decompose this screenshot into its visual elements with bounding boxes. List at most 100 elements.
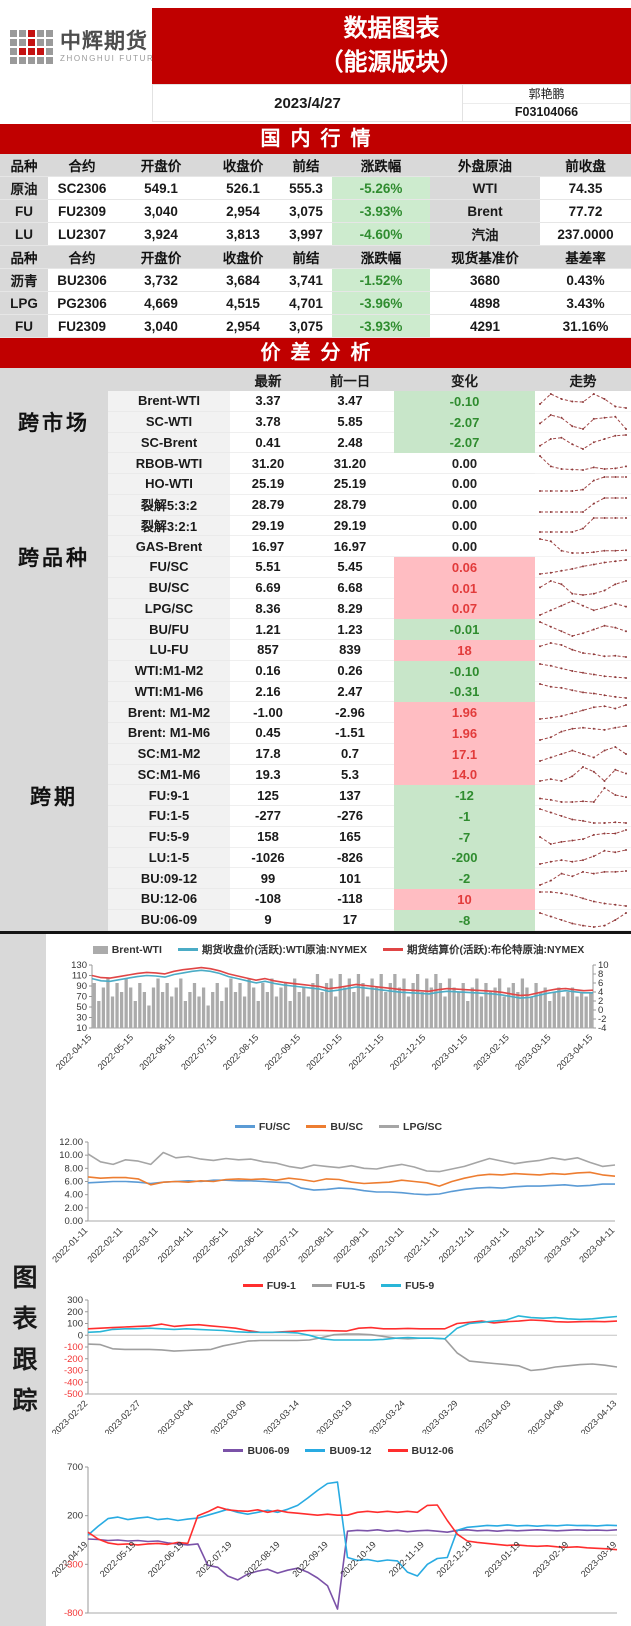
spread-latest-cell: 0.45 xyxy=(230,723,306,744)
domestic-header-cell: 品种 xyxy=(0,246,48,269)
spread-sparkline xyxy=(535,640,631,661)
spread-latest-cell: 6.69 xyxy=(230,578,306,599)
svg-text:2023-02-22: 2023-02-22 xyxy=(50,1398,90,1434)
legend-line-swatch-icon xyxy=(234,1125,255,1128)
report-date: 2023/4/27 xyxy=(153,85,463,121)
svg-text:-800: -800 xyxy=(64,1608,83,1619)
spread-latest-cell: 158 xyxy=(230,827,306,848)
spread-prev-cell: 28.79 xyxy=(306,495,394,516)
svg-text:2023-03-04: 2023-03-04 xyxy=(156,1398,196,1434)
spread-sparkline xyxy=(535,723,631,744)
domestic-cell: SC2306 xyxy=(48,177,116,200)
svg-text:-500: -500 xyxy=(64,1389,83,1400)
domestic-cell: 4898 xyxy=(430,292,540,315)
domestic-header-cell: 涨跌幅 xyxy=(332,154,430,177)
svg-text:2022-07-15: 2022-07-15 xyxy=(179,1032,219,1072)
domestic-header-cell: 前结 xyxy=(280,154,332,177)
domestic-header-cell: 前收盘 xyxy=(540,154,631,177)
svg-text:2.00: 2.00 xyxy=(65,1202,84,1213)
spread-change-cell: 10 xyxy=(394,889,535,910)
domestic-cell: WTI xyxy=(430,177,540,200)
legend-item: FU/SC xyxy=(234,1120,291,1133)
svg-text:0.00: 0.00 xyxy=(65,1216,84,1227)
spread-prev-cell: 839 xyxy=(306,640,394,661)
spread-name-cell: SC-WTI xyxy=(108,411,230,433)
sparkline-chart xyxy=(539,496,627,513)
charts-sidebar: 图表跟踪 xyxy=(0,933,46,1626)
svg-text:-4: -4 xyxy=(598,1023,606,1034)
company-logo: 中辉期货 ZHONGHUI FUTURES xyxy=(10,30,168,64)
spread-latest-cell: 17.8 xyxy=(230,744,306,765)
sparkline-chart xyxy=(539,890,627,907)
svg-text:2022-06-11: 2022-06-11 xyxy=(226,1225,265,1264)
spread-sparkline xyxy=(535,889,631,910)
svg-text:2023-02-27: 2023-02-27 xyxy=(103,1398,143,1434)
spread-name-cell: Brent: M1-M2 xyxy=(108,702,230,723)
spread-change-cell: -2 xyxy=(394,868,535,889)
spread-prev-cell: 8.29 xyxy=(306,599,394,620)
domestic-header-cell: 外盘原油 xyxy=(430,154,540,177)
spread-name-cell: WTI:M1-M2 xyxy=(108,660,230,682)
spread-sparkline xyxy=(535,495,631,516)
sparkline-chart xyxy=(539,455,627,472)
spread-name-cell: LU:1-5 xyxy=(108,847,230,869)
spread-latest-cell: 3.78 xyxy=(230,412,306,433)
charts-section: 图表跟踪 Brent-WTI 期货收盘价(活跃):WTI原油:NYMEX 期货结算价… xyxy=(0,933,631,1626)
chart-block: FU/SC BU/SC LPG/SC 12.00 10.00 8.00 6.00 4.00 2.… xyxy=(46,1117,631,1274)
spread-header-cell: 前一日 xyxy=(306,368,394,391)
spread-sparkline xyxy=(535,536,631,557)
svg-text:2022-09-11: 2022-09-11 xyxy=(331,1225,370,1264)
spread-prev-cell: 165 xyxy=(306,827,394,848)
spread-change-cell: -12 xyxy=(394,785,535,806)
spread-change-cell: -200 xyxy=(394,847,535,869)
spread-change-cell: -0.10 xyxy=(394,391,535,412)
spread-header-cell: 走势 xyxy=(535,368,631,391)
svg-text:100: 100 xyxy=(67,1318,83,1329)
spread-latest-cell: 99 xyxy=(230,868,306,889)
domestic-cell: 3,075 xyxy=(280,315,332,338)
spread-latest-cell: 0.16 xyxy=(230,661,306,682)
spread-sparkline xyxy=(535,474,631,495)
spread-change-cell: 18 xyxy=(394,640,535,661)
domestic-cell: 3,075 xyxy=(280,200,332,223)
domestic-header-cell: 现货基准价 xyxy=(430,246,540,269)
spread-change-cell: 0.00 xyxy=(394,453,535,474)
svg-text:30: 30 xyxy=(76,1012,87,1023)
svg-text:2022-02-11: 2022-02-11 xyxy=(85,1225,124,1264)
legend-line-swatch-icon xyxy=(381,1284,402,1287)
spread-change-cell: 14.0 xyxy=(394,764,535,786)
domestic-header-cell: 收盘价 xyxy=(206,246,280,269)
spread-latest-cell: 0.41 xyxy=(230,433,306,454)
spread-change-cell: -2.07 xyxy=(394,411,535,433)
sparkline-chart xyxy=(539,807,627,824)
spread-sparkline xyxy=(535,661,631,682)
svg-text:2022-04-15: 2022-04-15 xyxy=(54,1032,94,1072)
svg-text:2022-11-11: 2022-11-11 xyxy=(402,1225,441,1264)
sparkline-chart xyxy=(539,870,627,887)
chart-legend: Brent-WTI 期货收盘价(活跃):WTI原油:NYMEX 期货结算价(活跃):… xyxy=(46,940,631,960)
svg-text:2023-03-14: 2023-03-14 xyxy=(261,1398,301,1434)
svg-text:2023-01-15: 2023-01-15 xyxy=(430,1032,470,1072)
spread-prev-cell: -826 xyxy=(306,848,394,869)
domestic-cell: 2,954 xyxy=(206,200,280,223)
spread-latest-cell: -277 xyxy=(230,806,306,827)
analyst-name: 郭艳鹏 xyxy=(462,85,630,104)
legend-line-swatch-icon xyxy=(379,1125,400,1128)
legend-item: FU1-5 xyxy=(311,1280,365,1292)
domestic-cell: 沥青 xyxy=(0,269,48,292)
spread-header-blank xyxy=(108,368,230,391)
spread-prev-cell: 0.26 xyxy=(306,661,394,682)
spread-prev-cell: 5.45 xyxy=(306,557,394,578)
sparkline-chart xyxy=(539,849,627,866)
spread-name-cell: FU:9-1 xyxy=(108,785,230,806)
sparkline-chart xyxy=(539,621,627,638)
legend-label: FU/SC xyxy=(258,1120,291,1133)
svg-text:2022-05-15: 2022-05-15 xyxy=(96,1032,136,1072)
domestic-header-cell: 合约 xyxy=(48,154,116,177)
spread-sparkline xyxy=(535,744,631,765)
domestic-cell: PG2306 xyxy=(48,292,116,315)
spread-change-cell: -0.01 xyxy=(394,619,535,640)
domestic-cell: 汽油 xyxy=(430,223,540,246)
svg-text:700: 700 xyxy=(67,1462,83,1473)
domestic-cell: 4,515 xyxy=(206,292,280,315)
